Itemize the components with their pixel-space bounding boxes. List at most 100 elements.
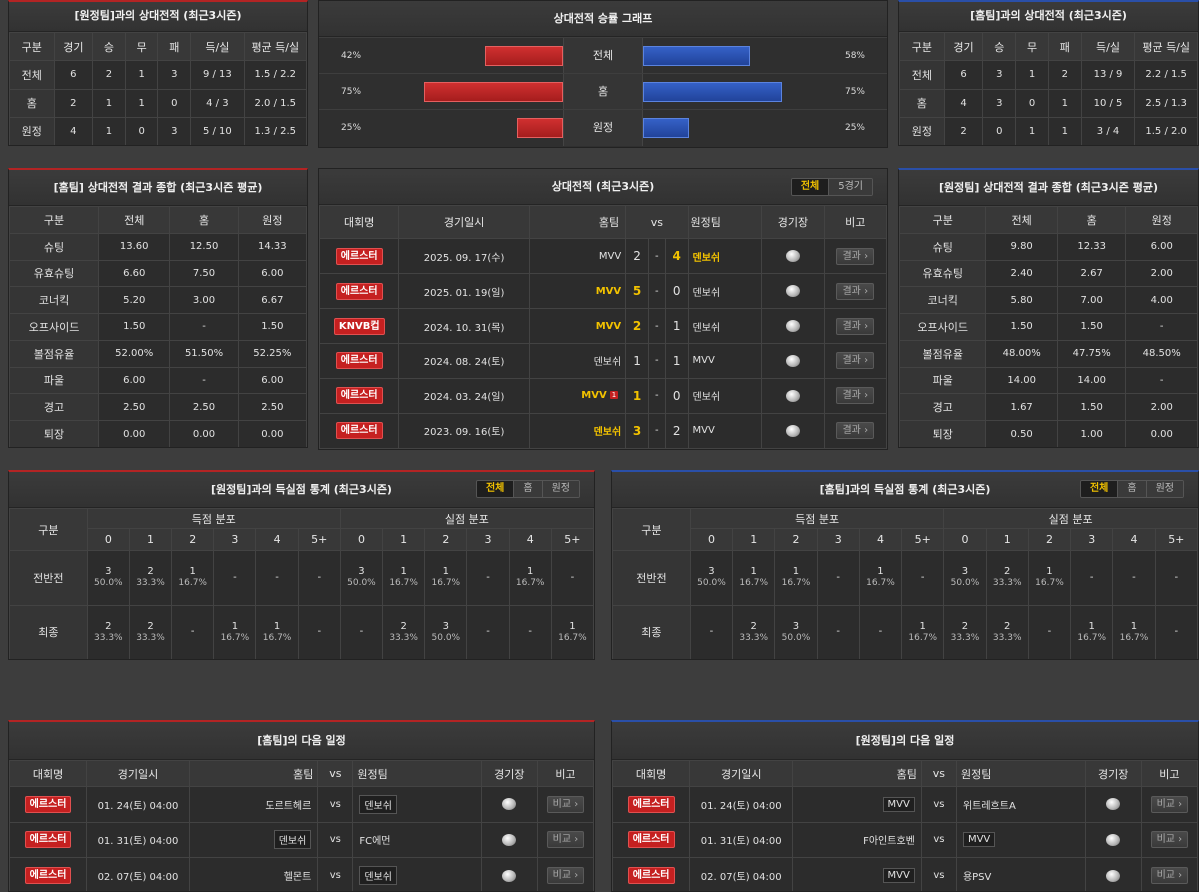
compare-button[interactable]: 비교 ›: [546, 795, 585, 813]
percent-value: 16.7%: [220, 632, 250, 643]
result-button[interactable]: 결과 ›: [836, 317, 875, 335]
row-label: 경고: [9, 393, 100, 422]
distribution-cell: 1 16.7%: [171, 550, 215, 606]
distribution-cell: -: [550, 550, 594, 606]
league-badge[interactable]: 에르스터: [335, 422, 383, 440]
stat-cell: 2.50: [237, 393, 307, 422]
header-row: 구분 경기 승 무 패 득/실 평균 득/실: [899, 31, 1198, 62]
stadium-icon[interactable]: [785, 424, 800, 437]
count-value: 2: [400, 620, 407, 632]
tab-all[interactable]: 전체: [476, 481, 514, 497]
tab-away[interactable]: 원정: [1145, 481, 1183, 497]
tab-all[interactable]: 전체: [1080, 481, 1118, 497]
league-badge[interactable]: 에르스터: [24, 867, 72, 885]
count-value: 1: [569, 620, 576, 632]
compare-button[interactable]: 비교 ›: [1150, 831, 1189, 849]
stadium-icon[interactable]: [785, 320, 800, 332]
distribution-cell: -: [297, 550, 341, 606]
league-badge[interactable]: 에르스터: [627, 795, 675, 813]
league-badge[interactable]: KNVB컵: [333, 317, 385, 335]
league-badge[interactable]: 에르스터: [335, 387, 383, 405]
column-header: 평균 득/실: [1134, 31, 1198, 62]
percent-value: 50.0%: [431, 632, 461, 643]
stadium-icon[interactable]: [1106, 833, 1121, 846]
match-row: 에르스터 2024. 03. 24(일) MVV 1 1-0 덴보쉬 결과 ›: [319, 377, 887, 414]
chevron-right-icon: ›: [1175, 834, 1183, 846]
stadium-icon[interactable]: [1106, 798, 1121, 811]
count-value: 3: [708, 566, 715, 578]
result-button-label: 결과: [842, 285, 861, 297]
stat-cell: 47.75%: [1056, 339, 1127, 368]
stat-cell: 6: [53, 60, 94, 90]
tab-home[interactable]: 홈: [513, 481, 542, 497]
tab-home[interactable]: 홈: [1117, 481, 1146, 497]
stat-cell: 51.50%: [169, 339, 239, 368]
graph-row: 25% 원정 25%: [319, 109, 887, 146]
league-badge[interactable]: 에르스터: [335, 247, 383, 265]
percent-value: 33.3%: [94, 632, 123, 643]
compare-button-label: 비교: [1156, 798, 1175, 810]
stat-cell: 1.3 / 2.5: [243, 116, 307, 145]
home-winrate-label: 75%: [341, 87, 362, 97]
stat-cell: 1.67: [985, 393, 1058, 422]
matches-filter-tabs: 전체 5경기: [790, 178, 873, 196]
league-badge[interactable]: 에르스터: [24, 831, 72, 849]
away-team-name: 덴보쉬: [359, 794, 397, 814]
stadium-icon[interactable]: [502, 833, 517, 846]
column-header-note: 비고: [823, 204, 887, 240]
header-row: 대회명 경기일시 홈팀 vs 원정팀 경기장 비고: [9, 760, 594, 787]
result-button[interactable]: 결과 ›: [836, 282, 875, 300]
stadium-icon[interactable]: [785, 285, 800, 298]
goals-away-tabs: 전체 홈 원정: [475, 480, 580, 498]
venue-cell: [761, 343, 825, 379]
score-separator: -: [647, 377, 666, 414]
summary-home-table: 구분 전체 홈 원정 슈팅 13.60 12.50 14.33 유효슈팅 6.60 7.50 6.00…: [9, 206, 307, 447]
row-label: 슈팅: [899, 232, 987, 261]
stat-cell: 1.5 / 2.0: [1134, 116, 1198, 145]
tab-5-games[interactable]: 5경기: [828, 179, 872, 195]
bucket-header: 0: [689, 528, 734, 551]
count-value: -: [1089, 571, 1094, 583]
league-badge[interactable]: 에르스터: [24, 795, 72, 813]
compare-button[interactable]: 비교 ›: [1150, 795, 1189, 813]
result-button[interactable]: 결과 ›: [836, 387, 875, 405]
league-badge[interactable]: 에르스터: [335, 282, 383, 300]
stat-cell: 1.50: [98, 313, 171, 341]
stadium-icon[interactable]: [502, 869, 517, 882]
stat-cell: 0.00: [169, 420, 239, 447]
percent-value: 50.0%: [781, 632, 811, 643]
result-button[interactable]: 결과 ›: [836, 247, 875, 265]
table-row: 유효슈팅 2.40 2.67 2.00: [899, 259, 1198, 288]
result-button-label: 결과: [842, 320, 861, 332]
home-team-name: MVV: [595, 320, 622, 332]
column-header-home: 홈팀: [528, 204, 627, 240]
count-value: 1: [527, 566, 534, 578]
goals-row: 전반전 3 50.0% 2 33.3% 1 16.7% - - -3 50.0% 1 16.7% 1 16.…: [9, 550, 594, 606]
count-value: 1: [792, 566, 800, 578]
stadium-icon[interactable]: [1106, 869, 1121, 882]
result-button[interactable]: 결과 ›: [836, 422, 875, 440]
stat-cell: -: [1125, 313, 1198, 341]
tab-all[interactable]: 전체: [791, 179, 829, 195]
stadium-icon[interactable]: [502, 798, 517, 811]
distribution-cell: 1 16.7%: [1070, 604, 1114, 659]
compare-button[interactable]: 비교 ›: [546, 867, 585, 885]
league-badge[interactable]: 에르스터: [627, 831, 675, 849]
distribution-cell: -: [901, 550, 945, 606]
compare-button[interactable]: 비교 ›: [1150, 867, 1189, 885]
bucket-header: 2: [424, 528, 468, 551]
league-badge[interactable]: 에르스터: [335, 352, 383, 370]
league-badge[interactable]: 에르스터: [627, 867, 675, 885]
stadium-icon[interactable]: [785, 250, 800, 263]
stadium-icon[interactable]: [785, 354, 800, 367]
stat-cell: 6.00: [237, 259, 307, 288]
count-value: -: [317, 571, 322, 583]
column-header: 구분: [899, 206, 987, 234]
stadium-icon[interactable]: [785, 389, 800, 402]
stat-cell: 1: [124, 88, 159, 118]
compare-button[interactable]: 비교 ›: [546, 831, 585, 849]
distribution-cell: 2 33.3%: [985, 604, 1029, 659]
result-button[interactable]: 결과 ›: [836, 352, 875, 370]
tab-away[interactable]: 원정: [541, 481, 579, 497]
note-cell: 비교 ›: [536, 857, 594, 891]
